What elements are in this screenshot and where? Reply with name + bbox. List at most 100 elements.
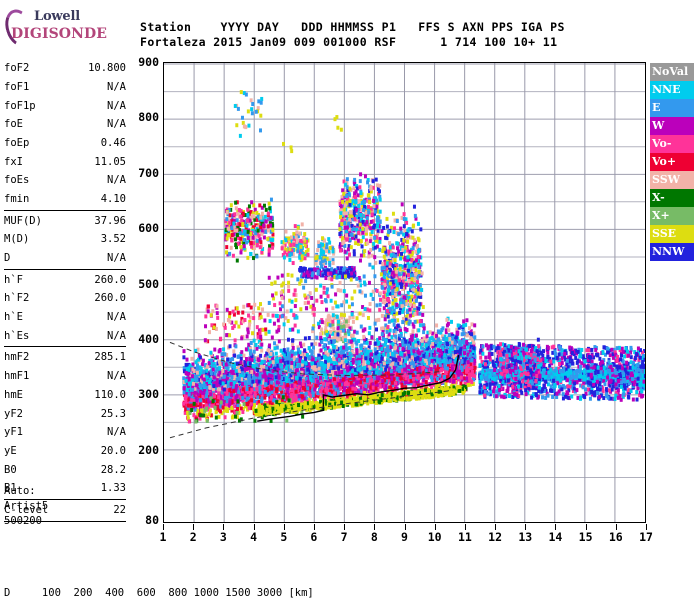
y-tick-label: 80 bbox=[145, 513, 159, 527]
x-tick-label: 3 bbox=[219, 530, 227, 544]
param-value: N/A bbox=[107, 118, 126, 131]
header-values-line: Fortaleza 2015 Jan09 009 001000 RSF 1 71… bbox=[140, 35, 558, 49]
param-row: B1 1.33 bbox=[4, 479, 126, 498]
param-group-1: MUF(D) 37.96 M(D) 3.52 D N/A bbox=[4, 211, 126, 270]
legend-item-nne[interactable]: NNE bbox=[650, 81, 694, 99]
ionogram-plot-area bbox=[163, 62, 646, 523]
footer-info: D 100 200 400 600 800 1000 1500 3000 [km… bbox=[4, 558, 594, 600]
x-tick bbox=[193, 524, 195, 530]
param-name: D bbox=[4, 252, 11, 265]
legend-item-x-[interactable]: X+ bbox=[650, 207, 694, 225]
x-tick-label: 10 bbox=[427, 530, 442, 544]
autoscaling-info: Auto: Artist5 500200 bbox=[4, 484, 48, 529]
param-value: N/A bbox=[107, 329, 126, 342]
x-tick bbox=[646, 524, 647, 530]
param-name: h`F2 bbox=[4, 292, 30, 305]
legend-item-vo-[interactable]: Vo+ bbox=[650, 153, 694, 171]
param-group-0: foF2 10.800 foF1 N/A foF1p N/A foE N/A foEp 0.46 f… bbox=[4, 58, 126, 211]
footer-distance-row: D 100 200 400 600 800 1000 1500 3000 [km… bbox=[4, 587, 314, 599]
param-row: C-level 22 bbox=[4, 501, 126, 520]
x-tick-label: 16 bbox=[608, 530, 623, 544]
x-tick bbox=[313, 524, 315, 530]
param-value: N/A bbox=[107, 174, 126, 187]
x-tick-label: 7 bbox=[340, 530, 348, 544]
param-row: h`E N/A bbox=[4, 308, 126, 327]
param-row: yF1 N/A bbox=[4, 423, 126, 442]
param-value: 4.10 bbox=[100, 192, 126, 205]
param-name: foF2 bbox=[4, 62, 30, 75]
param-row: foF1 N/A bbox=[4, 78, 126, 97]
param-value: 110.0 bbox=[94, 388, 126, 401]
param-row: M(D) 3.52 bbox=[4, 230, 126, 249]
param-name: h`F bbox=[4, 273, 23, 286]
logo-digisonde-text: DIGISONDE bbox=[11, 26, 108, 42]
param-name: foEp bbox=[4, 136, 30, 149]
param-value: 22 bbox=[113, 503, 126, 516]
legend-item-vo-[interactable]: Vo- bbox=[650, 135, 694, 153]
y-tick-label: 400 bbox=[138, 331, 159, 346]
x-tick-label: 12 bbox=[488, 530, 503, 544]
lowell-digisonde-logo: Lowell DIGISONDE bbox=[0, 5, 126, 51]
y-tick-label: 700 bbox=[138, 165, 159, 180]
param-value: 37.96 bbox=[94, 214, 126, 227]
param-value: 0.46 bbox=[100, 136, 126, 149]
param-row: hmF2 285.1 bbox=[4, 348, 126, 367]
x-tick bbox=[495, 524, 497, 530]
logo-lowell-text: Lowell bbox=[34, 9, 80, 24]
legend-item-x-[interactable]: X- bbox=[650, 189, 694, 207]
header-labels-line: Station YYYY DAY DDD HHMMSS P1 FFS S AXN… bbox=[140, 20, 565, 34]
param-name: yF1 bbox=[4, 426, 23, 439]
legend-item-nnw[interactable]: NNW bbox=[650, 243, 694, 261]
param-value: 20.0 bbox=[100, 444, 126, 457]
param-name: foF1p bbox=[4, 99, 36, 112]
param-row: hmE 110.0 bbox=[4, 386, 126, 405]
param-value: 28.2 bbox=[100, 463, 126, 476]
param-row: foF2 10.800 bbox=[4, 59, 126, 78]
param-value: 260.0 bbox=[94, 292, 126, 305]
param-name: hmF2 bbox=[4, 351, 30, 364]
param-row: MUF(D) 37.96 bbox=[4, 212, 126, 231]
auto-code: 500200 bbox=[4, 515, 42, 527]
param-value: 260.0 bbox=[94, 273, 126, 286]
x-tick-label: 17 bbox=[639, 530, 653, 544]
param-value: 3.52 bbox=[100, 233, 126, 246]
param-value: 10.800 bbox=[88, 62, 126, 75]
param-row: foEs N/A bbox=[4, 171, 126, 190]
x-tick bbox=[223, 524, 225, 530]
x-tick bbox=[253, 524, 255, 530]
param-value: 25.3 bbox=[100, 407, 126, 420]
x-tick-label: 15 bbox=[578, 530, 593, 544]
param-name: fxI bbox=[4, 155, 23, 168]
param-value: N/A bbox=[107, 99, 126, 112]
x-tick bbox=[434, 524, 436, 530]
direction-legend: NoVal NNE E W Vo- Vo+ SSW X- X+ SSE NNW bbox=[650, 63, 694, 261]
param-name: yF2 bbox=[4, 407, 23, 420]
param-name: hmE bbox=[4, 388, 23, 401]
param-value: 1.33 bbox=[100, 482, 126, 495]
param-value: N/A bbox=[107, 370, 126, 383]
param-row: foEp 0.46 bbox=[4, 134, 126, 153]
param-group-2: h`F 260.0 h`F2 260.0 h`E N/A h`Es N/A bbox=[4, 270, 126, 348]
autoscaled-trace-overlay bbox=[169, 341, 460, 439]
param-row: h`F2 260.0 bbox=[4, 289, 126, 308]
param-row: hmF1 N/A bbox=[4, 367, 126, 386]
legend-item-e[interactable]: E bbox=[650, 99, 694, 117]
x-tick-label: 9 bbox=[401, 530, 408, 544]
param-name: foE bbox=[4, 118, 23, 131]
param-value: 11.05 bbox=[94, 155, 126, 168]
param-row: D N/A bbox=[4, 249, 126, 268]
param-name: yE bbox=[4, 444, 17, 457]
param-value: N/A bbox=[107, 311, 126, 324]
y-tick-label: 900 bbox=[138, 55, 159, 69]
param-row: fxI 11.05 bbox=[4, 152, 126, 171]
legend-item-sse[interactable]: SSE bbox=[650, 225, 694, 243]
x-tick-label: 2 bbox=[189, 530, 197, 544]
x-tick bbox=[464, 524, 466, 530]
legend-item-noval[interactable]: NoVal bbox=[650, 63, 694, 81]
x-tick-label: 6 bbox=[310, 530, 318, 544]
param-row: fmin 4.10 bbox=[4, 190, 126, 209]
x-tick-label: 13 bbox=[518, 530, 533, 544]
legend-item-w[interactable]: W bbox=[650, 117, 694, 135]
legend-item-ssw[interactable]: SSW bbox=[650, 171, 694, 189]
